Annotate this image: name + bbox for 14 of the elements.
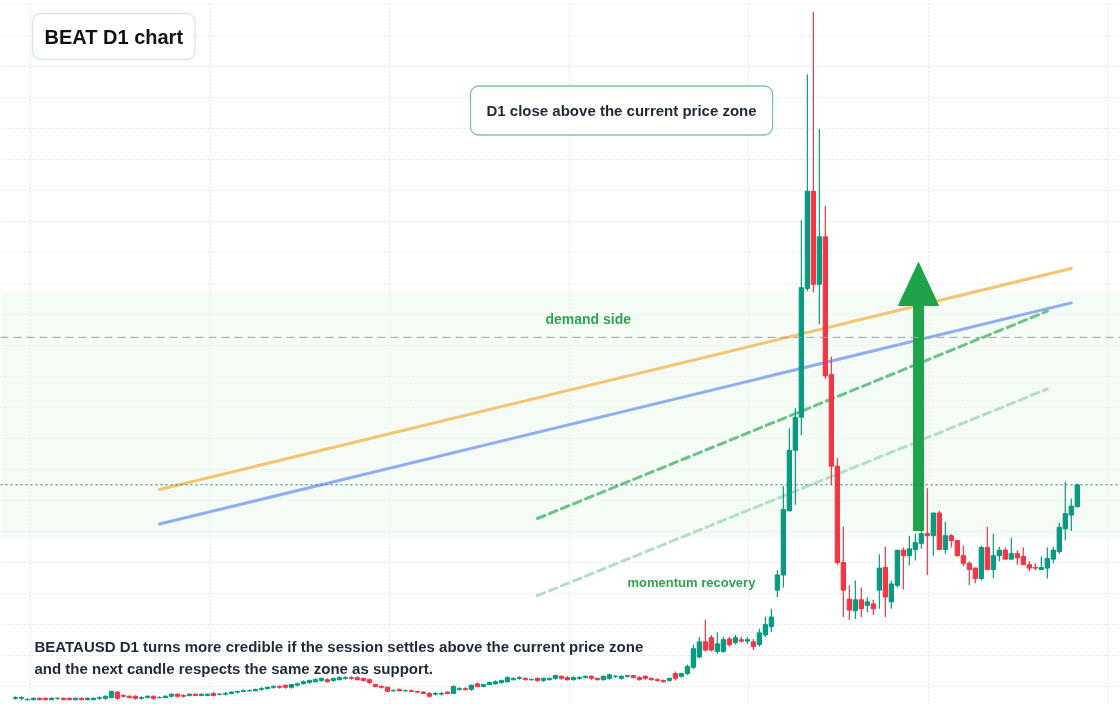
candlestick [1008,537,1014,560]
candlestick [942,521,948,555]
candlestick [930,512,936,557]
text: BEAT D1 chart [44,25,184,48]
candlestick [984,526,990,571]
annotation: momentum recovery [627,575,757,590]
candlestick [924,487,930,576]
candlestick [846,584,853,621]
candlestick [876,553,882,610]
candlestick [852,579,859,620]
annotation: BEATAUSD D1 turns more credible if the session settles above the current price zone and the next candle respects the same zone as support. [34,637,644,678]
annotation: D1 close above the current price zone [486,102,757,119]
candlestick [858,586,865,618]
band-label: demand side [545,310,632,327]
